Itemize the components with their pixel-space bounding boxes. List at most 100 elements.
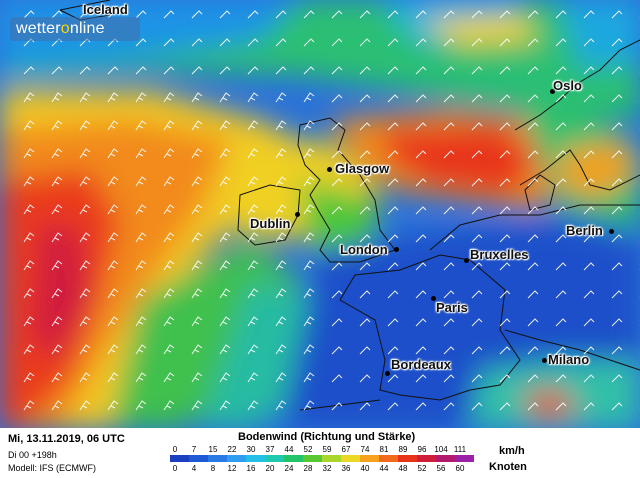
- wind-barb: [135, 400, 147, 411]
- wind-barb: [387, 150, 399, 159]
- wind-barb: [583, 262, 595, 271]
- wind-barb: [583, 318, 595, 327]
- wind-barb: [303, 372, 315, 383]
- wind-barb: [611, 290, 623, 299]
- wind-barb: [499, 66, 511, 75]
- wind-barb: [443, 346, 455, 355]
- wind-barb: [415, 94, 427, 103]
- wind-barb: [191, 400, 203, 411]
- kmh-tick-label: 15: [208, 445, 218, 454]
- wind-barb: [79, 148, 91, 159]
- color-scale-segment: [379, 455, 398, 462]
- kmh-tick-label: 67: [341, 445, 351, 454]
- wind-barb: [331, 94, 343, 103]
- wind-barb: [415, 346, 427, 355]
- wind-barb: [555, 206, 567, 215]
- wind-barb: [415, 402, 427, 411]
- wind-barb: [247, 120, 259, 131]
- wind-barb: [303, 204, 315, 215]
- wind-barb: [303, 316, 315, 327]
- wind-barb: [219, 92, 231, 103]
- wind-barb: [331, 262, 343, 271]
- wind-barb: [191, 148, 203, 159]
- wind-barb: [387, 38, 399, 47]
- knots-tick-label: 8: [210, 464, 216, 473]
- kmh-tick-label: 44: [284, 445, 294, 454]
- wind-barb: [331, 346, 343, 355]
- wind-barb: [471, 290, 483, 299]
- wind-barb: [387, 290, 399, 299]
- wind-barb: [163, 204, 175, 215]
- wind-barb: [303, 176, 315, 187]
- wind-barb: [359, 262, 371, 271]
- wind-barb: [107, 232, 119, 243]
- kmh-tick-label: 37: [265, 445, 275, 454]
- knots-tick-label: 32: [322, 464, 332, 473]
- wind-barb: [163, 260, 175, 271]
- wetteronline-logo[interactable]: wetteronline: [10, 17, 140, 41]
- wind-barb: [415, 206, 427, 215]
- wind-barb: [387, 10, 399, 19]
- wind-barb: [611, 262, 623, 271]
- kmh-tick-label: 52: [303, 445, 313, 454]
- wind-barb: [191, 204, 203, 215]
- wind-barb: [499, 402, 511, 411]
- wind-barb: [163, 176, 175, 187]
- wind-barb: [275, 344, 287, 355]
- knots-tick-label: 12: [227, 464, 237, 473]
- wind-barb: [275, 38, 287, 47]
- wind-barb: [499, 206, 511, 215]
- wind-barb: [471, 402, 483, 411]
- unit-knots: Knoten: [489, 461, 527, 473]
- wind-barb: [471, 234, 483, 243]
- wind-barb: [191, 120, 203, 131]
- wind-barb: [79, 372, 91, 383]
- wind-barb: [219, 232, 231, 243]
- wind-barb: [471, 374, 483, 383]
- wind-barb: [359, 94, 371, 103]
- wind-barb: [527, 10, 539, 19]
- wind-barb: [359, 38, 371, 47]
- wind-barb: [247, 66, 259, 75]
- color-scale-segment: [436, 455, 455, 462]
- wind-barb: [219, 204, 231, 215]
- wind-barb: [107, 10, 119, 19]
- wind-barb: [163, 400, 175, 411]
- wind-barb: [387, 346, 399, 355]
- wind-barb: [247, 176, 259, 187]
- wind-barb: [23, 288, 35, 299]
- logo-text: wetter: [16, 20, 61, 37]
- kmh-tick-label: 74: [360, 445, 370, 454]
- wind-barb: [331, 402, 343, 411]
- wind-barb: [107, 260, 119, 271]
- wind-barb: [79, 260, 91, 271]
- color-scale-segment: [189, 455, 208, 462]
- wind-barb: [219, 288, 231, 299]
- wind-barb: [499, 374, 511, 383]
- wind-barb: [23, 176, 35, 187]
- wind-barb: [79, 10, 91, 19]
- label-glasgow: Glasgow: [335, 161, 390, 176]
- wind-barb: [23, 120, 35, 131]
- wind-barb: [303, 92, 315, 103]
- knots-tick-label: 16: [246, 464, 256, 473]
- wind-barb: [191, 66, 203, 75]
- label-milano: Milano: [548, 352, 590, 367]
- wind-barb: [275, 176, 287, 187]
- label-dublin: Dublin: [250, 216, 291, 231]
- wind-barb: [303, 148, 315, 159]
- wind-barb: [163, 372, 175, 383]
- wind-barb: [443, 262, 455, 271]
- wind-barb: [51, 372, 63, 383]
- wind-barb: [191, 316, 203, 327]
- wind-barb: [611, 374, 623, 383]
- wind-barb: [443, 38, 455, 47]
- knots-tick-label: 24: [284, 464, 294, 473]
- color-scale-segment: [341, 455, 360, 462]
- wind-barb: [247, 10, 259, 19]
- wind-barb: [415, 150, 427, 159]
- wind-barb: [527, 178, 539, 187]
- color-scale-segment: [398, 455, 417, 462]
- kmh-tick-label: 7: [191, 445, 197, 454]
- wind-barb: [247, 38, 259, 47]
